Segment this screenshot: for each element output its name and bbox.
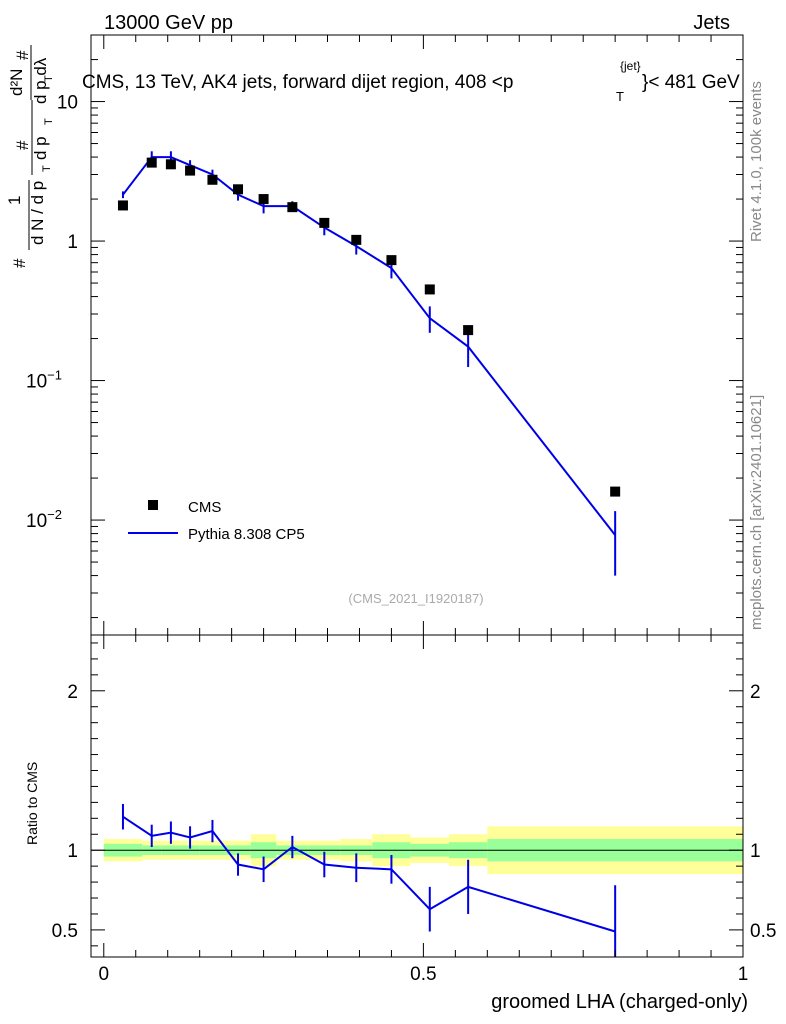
ratio-tick-labels: 0.5 0.5 1 1 2 2 0 0.5 1 xyxy=(52,682,777,985)
main-y-tick-label: 10 xyxy=(57,93,78,114)
ratio-panel: 0.5 0.5 1 1 2 2 0 0.5 1 Ratio to CMS groomed LHA… xyxy=(24,634,777,1013)
main-y-label-sub-t-2: T xyxy=(43,118,55,125)
legend-pythia-label: Pythia 8.308 CP5 xyxy=(188,526,305,543)
main-y-label-one: 1 xyxy=(5,196,24,205)
main-y-label-dn-dpt: d N / d p xyxy=(28,181,47,245)
cms-data-point xyxy=(424,284,435,295)
legend-cms-label: CMS xyxy=(188,499,221,516)
main-y-label-sub-t-1: T xyxy=(41,165,53,172)
cms-data-point xyxy=(233,184,244,195)
main-panel-frame xyxy=(90,34,744,636)
ratio-panel-frame xyxy=(90,634,744,958)
main-y-tick-label: 10−1 xyxy=(26,368,62,393)
cms-data-point xyxy=(319,217,330,228)
main-title-sup: {jet} xyxy=(620,59,641,73)
cms-data-point xyxy=(165,159,176,170)
main-y-tick-label: 10−2 xyxy=(26,507,62,532)
main-title-sub: T xyxy=(616,89,624,104)
main-axis-ticks xyxy=(91,34,744,635)
ratio-axis-ticks xyxy=(91,635,744,957)
main-y-label-dpt-dlambda: d p dλ xyxy=(31,57,50,104)
ratio-y-tick-label-left: 1 xyxy=(67,841,78,862)
ratio-y-axis-label: Ratio to CMS xyxy=(24,762,40,845)
main-y-label-hash-1: # xyxy=(10,258,29,268)
pythia-curve-ratio xyxy=(121,803,617,957)
ratio-y-tick-label-right: 0.5 xyxy=(750,921,776,942)
ratio-y-tick-label-right: 1 xyxy=(750,841,761,862)
cms-data-point xyxy=(258,194,269,205)
main-y-tick-label: 1 xyxy=(67,232,78,253)
x-tick-label: 0.5 xyxy=(410,964,436,985)
main-y-tick-exponent: −2 xyxy=(47,507,62,522)
rivet-version-label: Rivet 4.1.0, 100k events xyxy=(748,81,765,242)
cms-data-point xyxy=(117,200,128,211)
main-y-label-hash-3: # xyxy=(13,50,32,60)
main-y-label-sub-t-3: T xyxy=(43,75,55,82)
cms-data-point xyxy=(610,486,621,497)
cms-data-point xyxy=(463,325,474,336)
pythia-main-line xyxy=(122,156,616,536)
cms-data-point xyxy=(185,165,196,176)
header-right: Jets xyxy=(693,12,730,34)
cms-data-point xyxy=(351,234,362,245)
x-tick-label: 0 xyxy=(98,964,109,985)
legend-cms-marker xyxy=(148,500,158,510)
main-title: CMS, 13 TeV, AK4 jets, forward dijet reg… xyxy=(82,72,513,93)
ratio-y-tick-label-right: 2 xyxy=(750,682,761,703)
cms-data-point xyxy=(287,202,298,213)
ratio-y-tick-label-left: 0.5 xyxy=(52,921,78,942)
main-title-prefix: CMS, 13 TeV, AK4 jets, forward dijet reg… xyxy=(82,72,513,93)
source-label: mcplots.cern.ch [arXiv:2401.10621] xyxy=(748,395,765,630)
cms-data-points xyxy=(117,157,621,497)
cms-data-point xyxy=(207,174,218,185)
pythia-ratio-line xyxy=(122,815,616,933)
main-y-label-dpt: d p xyxy=(31,136,50,160)
legend: CMS Pythia 8.308 CP5 xyxy=(128,499,305,543)
x-tick-label: 1 xyxy=(738,964,749,985)
ratio-y-tick-label-left: 2 xyxy=(67,682,78,703)
main-y-axis-label: # 1 d N / d p T # d p T # d²N d p dλ T xyxy=(5,45,55,268)
main-y-tick-labels: 10−2 10−1 1 10 xyxy=(26,93,78,533)
cms-data-point xyxy=(146,157,157,168)
main-y-label-d2n: d²N xyxy=(7,69,26,96)
main-panel: 10−2 10−1 1 10 CMS, 13 TeV, AK4 jets, forwa… xyxy=(5,34,744,636)
analysis-id: (CMS_2021_I1920187) xyxy=(348,591,483,606)
main-y-tick-exponent: −1 xyxy=(47,368,62,383)
main-title-suffix: }< 481 GeV xyxy=(642,72,740,93)
header-left: 13000 GeV pp xyxy=(104,12,233,34)
cms-data-point xyxy=(386,255,397,266)
main-y-label-hash-2: # xyxy=(13,140,32,150)
x-axis-label: groomed LHA (charged-only) xyxy=(491,991,748,1013)
